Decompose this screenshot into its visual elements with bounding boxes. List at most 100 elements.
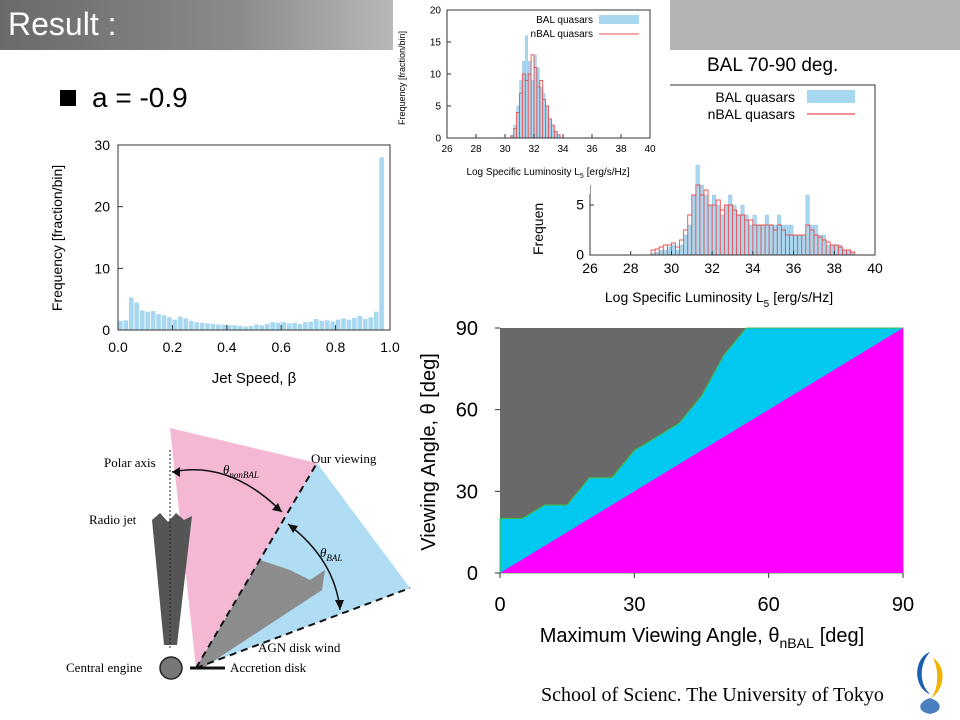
bal-bar <box>732 204 737 256</box>
bal-bar <box>760 224 765 256</box>
jet-speed-bar <box>319 320 325 331</box>
jet-speed-bar <box>291 322 298 331</box>
legend-bal-swatch <box>807 90 855 103</box>
jet-speed-bar <box>117 320 124 331</box>
lum-xtick: 30 <box>499 144 511 155</box>
jet-speed-bar <box>210 323 216 331</box>
lum-ytick: 15 <box>430 37 442 48</box>
theta-nonbal-label: θnonBAL <box>223 462 259 480</box>
lum-ytick: 10 <box>430 69 442 80</box>
bal-bar <box>785 224 790 256</box>
polar-axis-label: Polar axis <box>104 455 156 470</box>
luminosity-small-chart: 26 28 30 32 34 36 38 40 0 5 10 15 20 Log Specific Lu… <box>393 0 670 185</box>
lum-large-xlabel: Log Specific Luminosity L5 [erg/s/Hz] <box>605 289 833 310</box>
lum-xtick: 26 <box>582 260 598 276</box>
bal-bar <box>789 224 794 256</box>
jet-speed-xtick: 0.0 <box>108 339 128 355</box>
jet-speed-xtick: 1.0 <box>380 339 400 355</box>
bal-bar <box>699 184 704 256</box>
jet-speed-bar <box>237 325 243 331</box>
jet-speed-ylabel: Frequency [fraction/bin] <box>49 165 65 311</box>
bal-bar <box>773 224 778 256</box>
jet-speed-bar <box>357 315 363 331</box>
jet-speed-bar <box>155 313 162 331</box>
jet-speed-xtick: 0.2 <box>163 339 183 355</box>
theta-bal-label: θBAL <box>320 545 342 563</box>
lum-xtick: 34 <box>557 144 569 155</box>
jet-speed-bar <box>346 319 352 331</box>
legend-small-nbal: nBAL quasars <box>531 29 593 40</box>
bal-bar <box>659 249 664 256</box>
va-xlabel: Maximum Viewing Angle, θnBAL [deg] <box>540 625 864 651</box>
bal-bar <box>834 244 839 256</box>
jet-speed-bar <box>150 310 156 331</box>
bullet-square-icon <box>60 90 76 106</box>
lum-xtick: 34 <box>745 260 761 276</box>
agn-wind-label: AGN disk wind <box>258 640 341 655</box>
lum-ytick: 20 <box>430 5 442 16</box>
jet-speed-xtick: 0.6 <box>271 339 291 355</box>
jet-speed-bar <box>172 319 178 331</box>
nbal-step-line <box>510 54 561 138</box>
bal-bar <box>846 249 851 256</box>
central-engine-label: Central engine <box>66 660 142 675</box>
jet-speed-bar <box>259 324 265 331</box>
bal-bar <box>793 234 798 256</box>
jet-speed-bar <box>368 316 374 331</box>
jet-speed-bar <box>199 322 205 331</box>
jet-speed-xlabel: Jet Speed, β <box>212 370 297 387</box>
jet-speed-bar <box>308 321 314 331</box>
jet-speed-bar <box>286 323 292 331</box>
jet-speed-bar <box>324 319 330 331</box>
bal-bar <box>821 234 826 256</box>
lum-xtick: 28 <box>470 144 482 155</box>
bal-bar <box>671 244 676 256</box>
legend-small-bal: BAL quasars <box>536 15 593 26</box>
bal-bar <box>842 249 847 256</box>
jet-speed-bar <box>362 318 368 331</box>
jet-speed-bar <box>166 316 173 331</box>
bal-range-label: BAL 70-90 deg. <box>707 55 839 76</box>
jet-speed-bar <box>145 311 151 331</box>
lum-xtick: 30 <box>664 260 680 276</box>
jet-speed-bar <box>330 321 336 331</box>
lum-ytick: 0 <box>576 247 584 263</box>
bal-bar <box>663 249 668 256</box>
lum-ytick: 5 <box>576 197 584 213</box>
bullet-text: a = -0.9 <box>92 82 188 113</box>
va-xtick: 60 <box>758 594 780 616</box>
jet-speed-bar <box>188 320 194 331</box>
jet-speed-bar <box>232 324 238 331</box>
bal-bar <box>830 244 835 256</box>
theta-nonbal-arc <box>171 469 283 513</box>
legend-nbal: nBAL quasars <box>708 106 795 122</box>
lum-xtick: 32 <box>704 260 720 276</box>
lum-large-legend: BAL quasars nBAL quasars <box>708 89 855 122</box>
bal-bar <box>703 194 708 256</box>
jet-speed-ytick: 30 <box>94 137 110 153</box>
jet-speed-ytick: 10 <box>94 260 110 276</box>
lum-xtick: 28 <box>623 260 639 276</box>
jet-speed-bar <box>183 318 189 331</box>
bal-bar <box>716 204 721 256</box>
va-ytick: 60 <box>456 400 478 422</box>
jet-speed-xtick: 0.4 <box>217 339 237 355</box>
lum-xtick: 38 <box>615 144 627 155</box>
bal-bar <box>667 246 672 256</box>
luminosity-large-chart: 26 28 30 32 34 36 38 40 0 5 Log Specific Luminosi… <box>530 84 883 310</box>
bal-bar <box>764 214 769 256</box>
bal-bar <box>675 249 680 256</box>
va-xtick: 90 <box>892 594 914 616</box>
bal-bar <box>695 164 700 256</box>
bal-bar <box>768 224 773 256</box>
bal-bar <box>756 224 761 256</box>
central-engine-circle <box>159 656 183 680</box>
jet-speed-bar <box>281 321 287 331</box>
bal-bar <box>740 204 745 256</box>
our-viewing-label: Our viewing <box>311 451 377 466</box>
va-ylabel: Viewing Angle, θ [deg] <box>418 353 440 551</box>
lum-small-xlabel: Log Specific Luminosity L5 [erg/s/Hz] <box>466 167 629 180</box>
bal-bar <box>825 244 830 256</box>
va-xtick: 0 <box>494 594 505 616</box>
legend-small-bal-swatch <box>599 15 639 24</box>
